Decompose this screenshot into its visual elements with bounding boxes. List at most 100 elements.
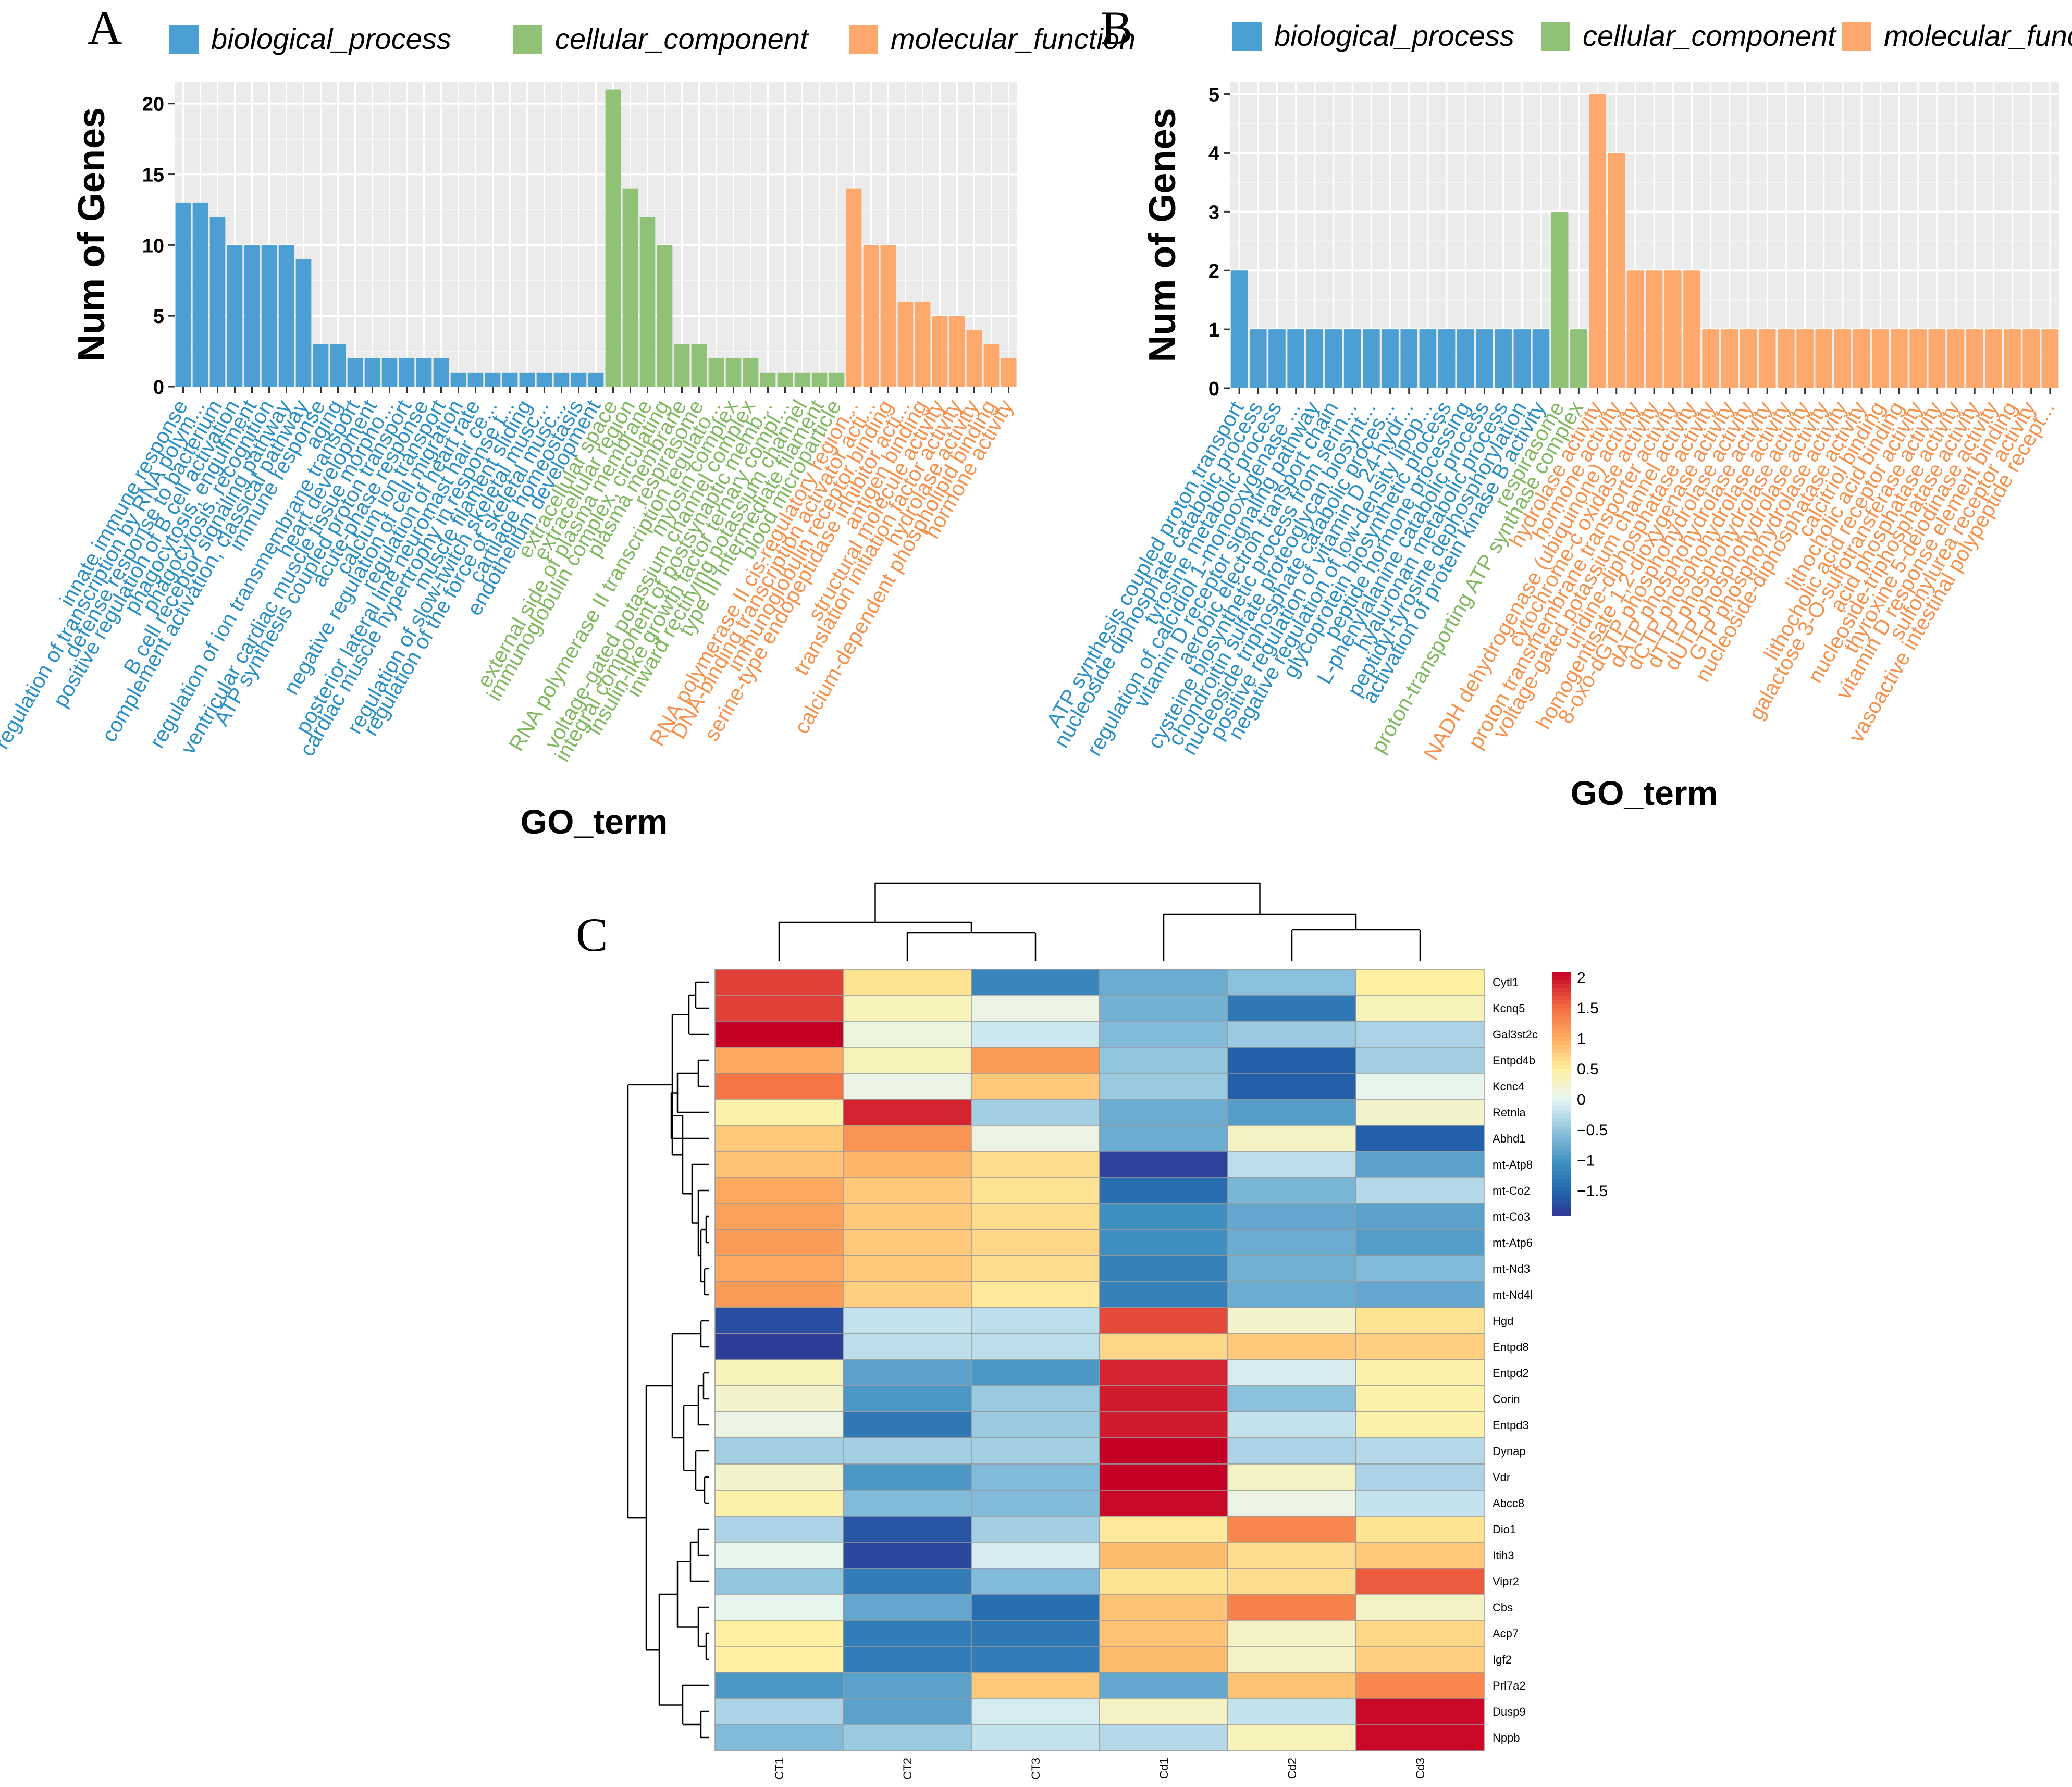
heatmap-cell [1227, 1229, 1356, 1256]
colorbar-segment [1552, 1183, 1571, 1188]
bar [897, 302, 914, 387]
row-label: mt-Co2 [1493, 1184, 1530, 1197]
heatmap-cell [1227, 1646, 1356, 1673]
heatmap-cell [1355, 1516, 1485, 1543]
bar [1796, 329, 1814, 388]
heatmap-cell [843, 1698, 972, 1725]
heatmap-cell [1227, 995, 1356, 1022]
heatmap-cell [1099, 1542, 1228, 1569]
heatmap-cell [971, 1516, 1100, 1543]
heatmap-cell [843, 1203, 972, 1230]
heatmap-cell [1355, 1437, 1485, 1465]
bar [1382, 329, 1399, 388]
bar [880, 245, 896, 387]
heatmap-cell [1355, 1672, 1485, 1699]
bar [1268, 329, 1286, 388]
bar [760, 372, 776, 387]
y-tick-label: 5 [153, 306, 164, 328]
heatmap-cell [714, 1021, 844, 1048]
heatmap-cell [971, 1437, 1100, 1465]
heatmap-cell [971, 1620, 1100, 1647]
colorbar-segment [1552, 1187, 1571, 1192]
bar [1230, 270, 1248, 388]
colorbar-segment [1552, 1126, 1571, 1131]
heatmap-cell [971, 1411, 1100, 1438]
heatmap-cell [843, 1463, 972, 1491]
bar [794, 372, 810, 387]
heatmap-cell [843, 1073, 972, 1100]
bar [1532, 329, 1550, 388]
heatmap-cell [1227, 1672, 1356, 1699]
bar [2004, 329, 2021, 388]
row-label: Itih3 [1493, 1549, 1514, 1562]
heatmap-cell [1227, 1255, 1356, 1282]
bar [485, 372, 501, 387]
y-tick-label: 4 [1208, 143, 1219, 165]
bar [1683, 270, 1700, 388]
heatmap-cell [1227, 1359, 1356, 1386]
y-tick-label: 15 [142, 165, 164, 187]
heatmap-cell [1099, 1177, 1228, 1204]
row-label: Acp7 [1493, 1627, 1519, 1640]
colorbar-tick-label: 0.5 [1577, 1061, 1599, 1078]
column-label: CT2 [901, 1758, 914, 1780]
colorbar-segment [1552, 1171, 1571, 1175]
y-tick-label: 0 [153, 377, 164, 399]
row-label: Vdr [1493, 1471, 1510, 1484]
row-label: Igf2 [1493, 1653, 1512, 1666]
bar [1909, 329, 1927, 388]
heatmap-cell [843, 1646, 972, 1673]
legend-label: cellular_component [1583, 19, 1837, 52]
heatmap-cell [1099, 1646, 1228, 1673]
heatmap-cell [1099, 1385, 1228, 1412]
bar [1947, 329, 1965, 388]
bar [1891, 329, 1908, 388]
heatmap-cell [1227, 1307, 1356, 1334]
colorbar-segment [1552, 1020, 1571, 1025]
colorbar-segment [1552, 1158, 1571, 1163]
colorbar-segment [1552, 1033, 1571, 1037]
bar [983, 344, 1000, 387]
heatmap-cell [1227, 1411, 1356, 1438]
heatmap-cell [714, 1177, 844, 1204]
bar [966, 330, 982, 387]
heatmap-cell [714, 1463, 844, 1491]
heatmap-cell [843, 995, 972, 1022]
y-axis-label: Num of Genes [71, 107, 113, 362]
heatmap-cell [1355, 969, 1485, 996]
heatmap-cell [971, 1672, 1100, 1699]
heatmap-cell [1355, 1646, 1485, 1673]
heatmap-cell [1355, 1047, 1485, 1074]
row-label: Vipr2 [1493, 1575, 1519, 1588]
bar [1249, 329, 1267, 388]
bar [313, 344, 329, 387]
colorbar-segment [1552, 1110, 1571, 1114]
y-tick-label: 1 [1208, 319, 1219, 341]
column-label: Cd3 [1414, 1758, 1427, 1779]
bar [2041, 329, 2059, 388]
colorbar-segment [1552, 1040, 1571, 1046]
legend-swatch [513, 25, 542, 54]
heatmap-cell [843, 1437, 972, 1465]
heatmap-cell [1355, 1568, 1485, 1595]
bar [1551, 212, 1569, 388]
heatmap-cell [714, 1073, 844, 1100]
bar [1343, 329, 1361, 388]
colorbar-tick-label: −0.5 [1577, 1122, 1608, 1139]
row-label: Dynap [1493, 1445, 1526, 1458]
heatmap-cell [971, 1125, 1100, 1152]
bar [622, 188, 638, 387]
bar [347, 358, 363, 387]
heatmap-cell [971, 1281, 1100, 1308]
heatmap-cell [1099, 1568, 1228, 1595]
row-label: Kcnc4 [1493, 1080, 1524, 1093]
heatmap-cell [714, 1568, 844, 1595]
heatmap-cell [1355, 1333, 1485, 1360]
heatmap-cell [1099, 1437, 1228, 1465]
y-tick-label: 2 [1208, 260, 1219, 282]
heatmap-cell [714, 1151, 844, 1178]
bar [1740, 329, 1757, 388]
heatmap-cell [1227, 1047, 1356, 1074]
heatmap-cell [1099, 1073, 1228, 1100]
